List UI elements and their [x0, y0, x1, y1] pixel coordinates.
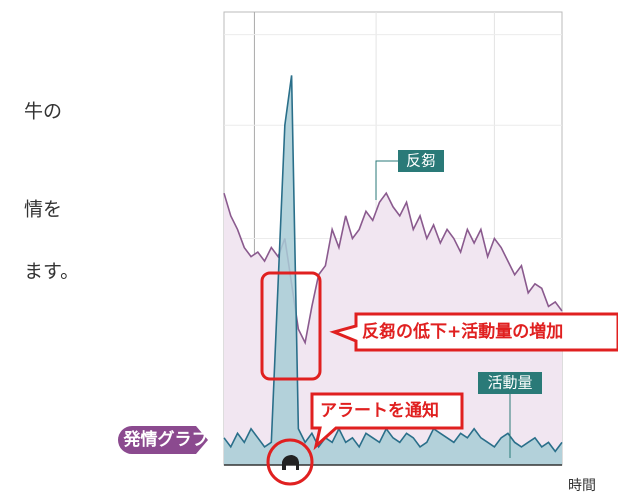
- side-text: ます。: [24, 261, 79, 283]
- callout: [310, 392, 464, 451]
- legend-label: 反芻: [406, 152, 436, 170]
- leader: [375, 160, 398, 200]
- series-line: [223, 75, 563, 453]
- series-area: [224, 75, 562, 466]
- highlight: [266, 438, 314, 486]
- callout: [329, 312, 618, 352]
- x-axis-label: 時間: [568, 478, 596, 493]
- legend-label: 活動量: [487, 374, 532, 392]
- side-text: 牛の: [24, 101, 62, 123]
- highlight: [260, 271, 322, 381]
- button[interactable]: [118, 426, 208, 454]
- legend-box: [398, 150, 444, 172]
- legend-box: [478, 372, 542, 394]
- button-label[interactable]: 発情グラフ: [123, 429, 209, 450]
- side-text: 情を: [24, 199, 62, 221]
- annotation: 反芻の低下+活動量の増加: [362, 321, 563, 342]
- cow-icon: [282, 455, 299, 470]
- annotation: アラートを通知: [320, 400, 439, 421]
